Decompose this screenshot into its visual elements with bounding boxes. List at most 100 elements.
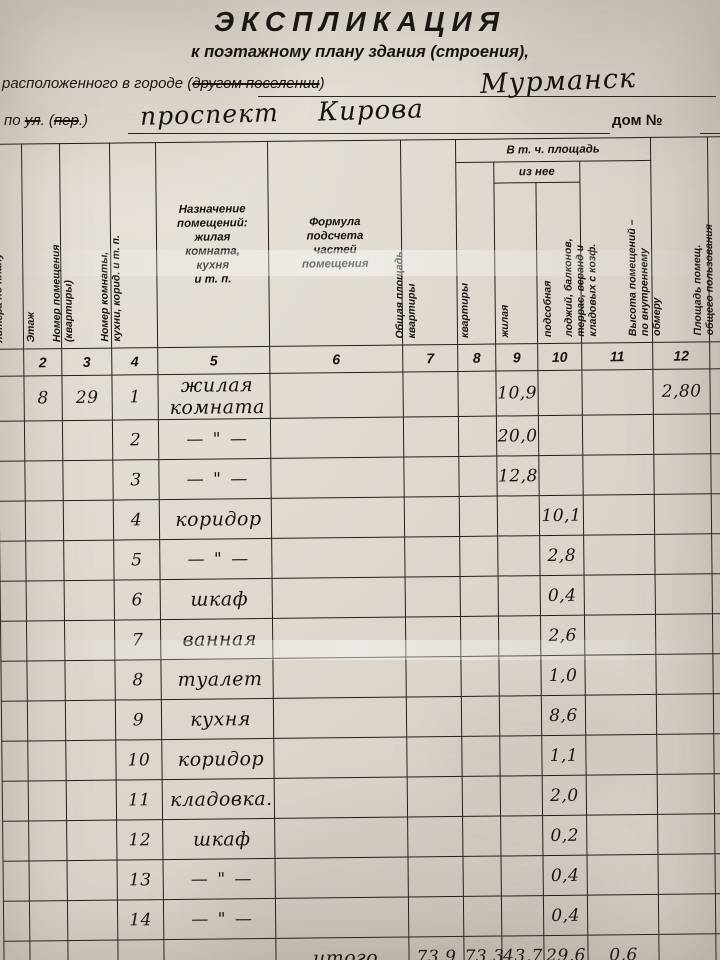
cell-total: [404, 536, 461, 578]
cell-liter: [0, 421, 25, 462]
header-group-area: В т. ч. площадь: [455, 137, 651, 163]
cell-auxiliary-value: 0,4: [547, 585, 577, 606]
cell-living: 20,0: [496, 415, 539, 457]
cell-total: [407, 816, 463, 858]
cell-total: [403, 456, 460, 498]
header-formula-l3: частей: [313, 244, 357, 257]
cell-premise: [65, 740, 117, 781]
cell-auxiliary-value: 1,0: [548, 665, 578, 686]
explication-table-wrap: литера по плану Этаж Номер помещения (кв…: [0, 136, 720, 960]
cell-height: [657, 853, 716, 895]
cell-liter: [1, 740, 29, 782]
header-auxiliary-label: подсобная: [540, 280, 554, 338]
cell-room-value: 4: [130, 509, 143, 530]
cell-auxiliary-value: 0,2: [550, 825, 580, 846]
cell-total-value: 73,9: [416, 946, 457, 960]
cell-room-value: 12: [128, 829, 152, 850]
cell-apartment: [457, 371, 497, 417]
cell-apartment: [459, 536, 499, 577]
cell-balcony: [585, 694, 657, 736]
cell-floor: [26, 660, 66, 701]
street-name-value: Кирова: [317, 94, 425, 128]
cell-premise: [66, 780, 117, 821]
cell-room: 13: [117, 859, 164, 901]
cell-purpose: — " —: [163, 898, 276, 940]
cell-height: [655, 573, 713, 615]
cell-premise: [63, 500, 114, 541]
header-floor-label: Этаж: [24, 311, 37, 343]
cell-common: [714, 773, 720, 814]
cell-liter: [3, 860, 30, 902]
cell-height: [656, 733, 715, 775]
cell-living-value: 10,9: [497, 383, 538, 404]
cell-purpose-value: — " —: [190, 868, 254, 890]
cell-apartment: [459, 496, 498, 537]
header-formula-l2: подсчета: [306, 229, 364, 243]
header-room-number: Номер комнаты, кухни, корид. и т. п.: [98, 142, 158, 349]
cell-purpose-value: жилая комната: [169, 374, 265, 419]
cell-floor: [29, 860, 68, 901]
cell-floor: [25, 540, 65, 581]
cell-purpose-value: кладовка.: [169, 787, 273, 811]
cell-room: 3: [112, 459, 160, 501]
cell-room-value: 2: [129, 429, 142, 450]
house-field-rule-right: [700, 133, 720, 134]
cell-room: 6: [114, 579, 161, 621]
cell-purpose-value: шкаф: [190, 587, 249, 611]
cell-purpose: кладовка.: [162, 778, 275, 820]
header-total-area: Общая площадь квартиры: [393, 139, 458, 346]
cell-liter: [2, 820, 30, 862]
colnum-10: 10: [537, 343, 582, 371]
cell-apartment: [460, 616, 499, 657]
cell-total: [404, 496, 460, 538]
cell-room-value: 8: [132, 669, 144, 690]
cell-apartment: [460, 656, 500, 697]
cell-formula: [270, 457, 405, 499]
cell-purpose: коридор: [161, 738, 275, 780]
cell-balcony: [586, 854, 659, 896]
cell-premise: [64, 660, 116, 701]
cell-auxiliary: 0,4: [543, 895, 588, 936]
cell-auxiliary: 2,8: [539, 535, 585, 576]
cell-common: [714, 813, 720, 854]
cell-living-value: 20,0: [497, 425, 538, 447]
street-struck-ul: ул: [24, 112, 41, 129]
cell-room-value: 10: [127, 749, 151, 770]
cell-liter: [0, 461, 26, 502]
cell-height: [654, 493, 712, 535]
cell-total: [407, 776, 463, 818]
cell-common: [712, 653, 720, 694]
header-auxiliary: подсобная: [535, 182, 582, 344]
cell-liter: [0, 540, 27, 582]
cell-floor: [28, 780, 67, 821]
cell-purpose: — " —: [159, 538, 273, 580]
cell-living: 12,8: [496, 455, 540, 497]
cell-apartment: [462, 776, 501, 817]
cell-purpose: — " —: [158, 418, 271, 460]
cell-height: [658, 933, 717, 960]
city-line-suffix: ): [319, 75, 325, 92]
cell-room-value: 7: [131, 629, 144, 650]
cell-balcony: 0,6: [587, 934, 660, 960]
colnum-1: [0, 349, 24, 377]
header-liter: литера по плану: [0, 144, 24, 350]
cell-total: 73,9: [408, 936, 465, 960]
cell-auxiliary: 1,1: [541, 735, 587, 776]
cell-apartment: [458, 416, 497, 457]
explication-table: литера по плану Этаж Номер помещения (кв…: [0, 136, 720, 960]
colnum-3: 3: [61, 348, 112, 376]
header-of-which: из нее: [493, 161, 580, 184]
colnum-5: 5: [157, 346, 270, 375]
cell-living: 10,9: [495, 370, 539, 417]
cell-living-value: 43,7: [502, 945, 544, 960]
cell-common: [710, 453, 720, 494]
cell-auxiliary: 0,4: [540, 575, 585, 616]
cell-height: [654, 533, 713, 575]
cell-common: [715, 933, 720, 960]
cell-liter: [0, 620, 27, 662]
cell-auxiliary-value: 0,4: [550, 865, 580, 886]
cell-premise: [65, 700, 116, 741]
cell-auxiliary-value: 10,1: [541, 505, 582, 526]
city-line-struck-text: другом поселении: [192, 75, 320, 92]
cell-room-value: 13: [128, 869, 152, 890]
